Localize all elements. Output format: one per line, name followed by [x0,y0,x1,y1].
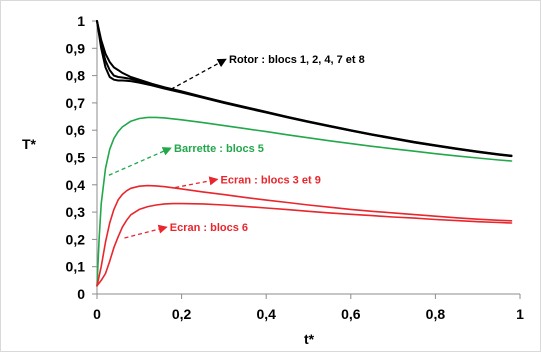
series-line-rotor-1 [96,20,513,157]
annotation-label-2: Ecran : blocs 3 et 9 [221,174,321,186]
y-tick-label: 1 [77,13,85,29]
annotation-label-0: Rotor : blocs 1, 2, 4, 7 et 8 [229,54,365,66]
y-tick-label: 0,9 [66,40,86,56]
series-line-rotor-0 [96,20,513,157]
x-tick-label: 0,2 [172,306,192,322]
series-line-barrette-3 [96,116,513,287]
y-tick-label: 0,7 [66,95,86,111]
y-tick-label: 0 [77,286,85,302]
series-line-ecran-5 [96,202,513,287]
x-tick-label: 1 [516,306,524,322]
x-axis-title: t* [304,331,315,347]
series-line-rotor-2 [96,20,513,158]
y-tick-label: 0,2 [66,231,86,247]
y-tick-label: 0,4 [66,177,86,193]
axes: 0 0,1 0,2 0,3 0,4 0,5 0,6 0,7 0,8 0,9 1 0 0,2 0,4 0,6 0… [66,13,525,322]
y-tick-label: 0,6 [66,122,86,138]
x-tick-label: 0,6 [341,306,361,322]
y-axis-title: T* [22,136,37,152]
series-line-ecran-4 [96,184,513,287]
annotation-label-3: Ecran : blocs 6 [170,222,248,234]
x-tick-label: 0 [93,306,101,322]
annotation-arrow-2 [175,176,219,189]
series-layer [96,20,513,287]
annotation-label-1: Barrette : blocs 5 [174,143,264,155]
y-tick-label: 0,8 [66,68,86,84]
y-tick-label: 0,3 [66,204,86,220]
annotation-arrow-3 [124,224,168,239]
y-tick-label: 0,5 [66,150,86,166]
annotation-arrow-0 [170,58,227,90]
annotation-arrow-1 [108,147,172,176]
y-tick-label: 0,1 [66,259,86,275]
annotation-layer: Rotor : blocs 1, 2, 4, 7 et 8 Barrette : … [108,54,365,239]
x-tick-label: 0,4 [256,306,276,322]
x-tick-label: 0,8 [426,306,446,322]
